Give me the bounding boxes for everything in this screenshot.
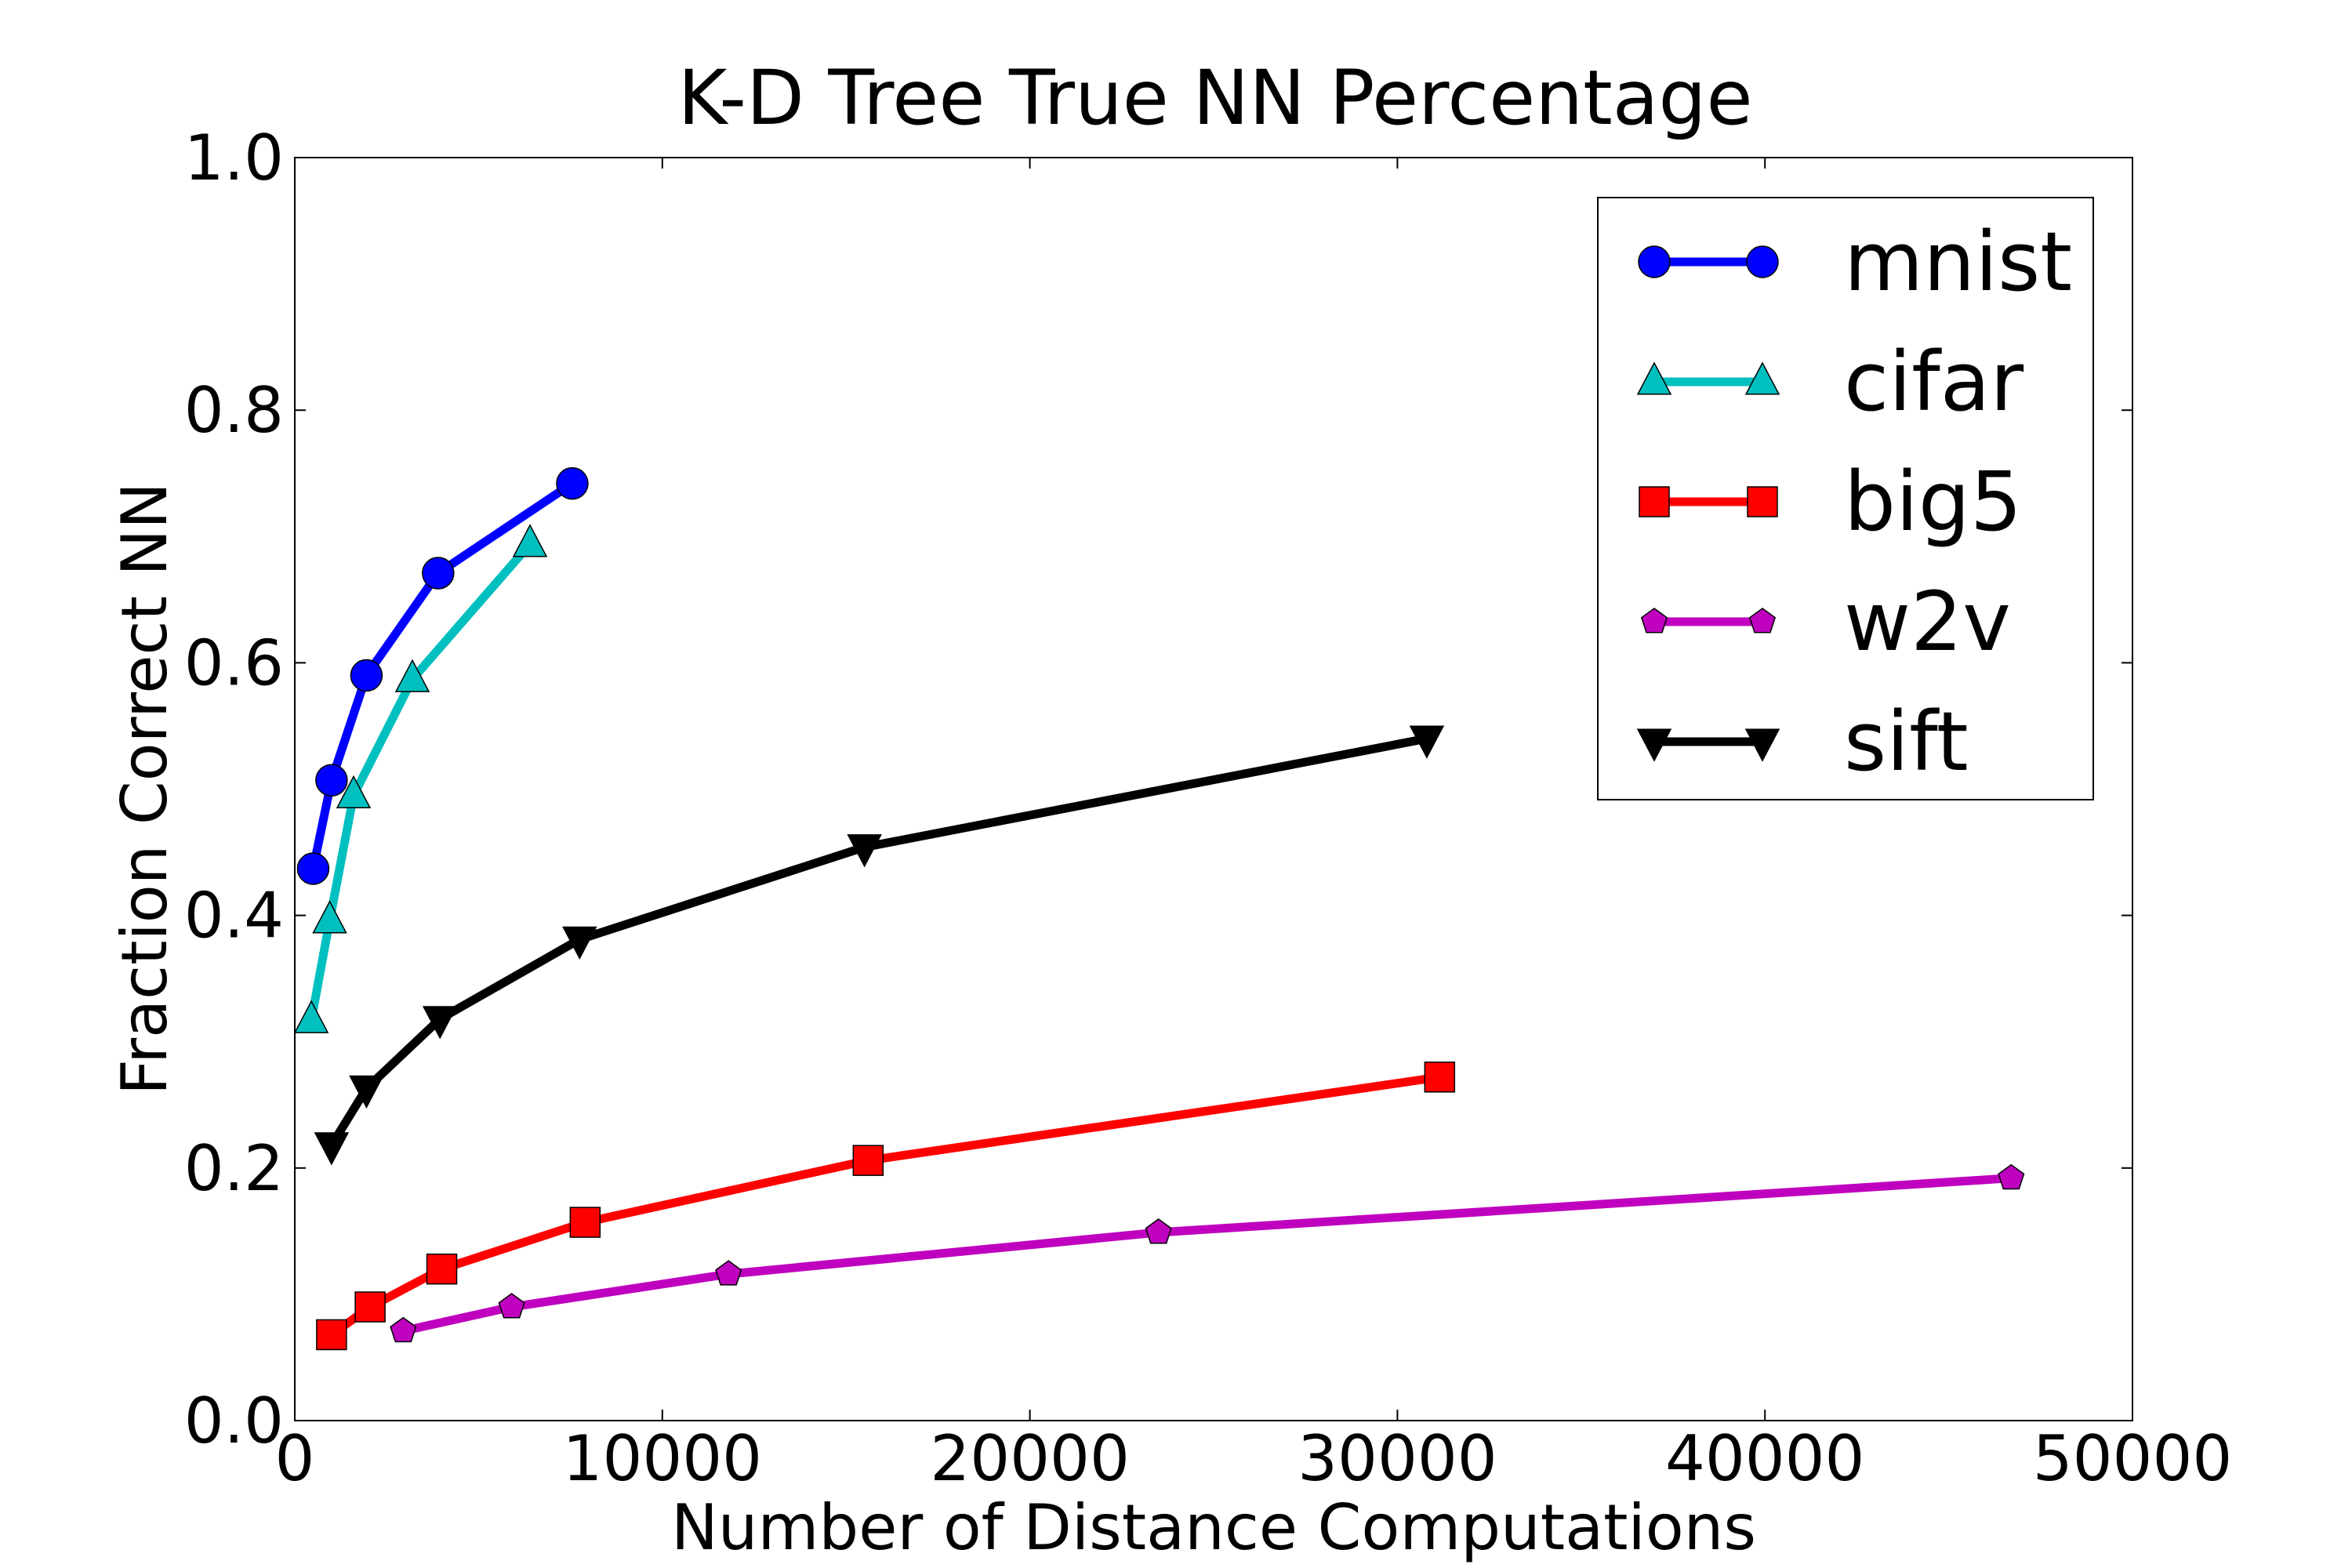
data-point-w2v-1 xyxy=(498,1293,525,1319)
data-point-cifar-0 xyxy=(293,1000,329,1033)
legend-marker-mnist xyxy=(1638,245,1671,278)
plot-frame xyxy=(294,157,2133,1421)
series-sift xyxy=(314,725,1445,1166)
data-point-w2v-4 xyxy=(1998,1163,2025,1190)
data-point-sift-0 xyxy=(314,1132,350,1166)
data-point-cifar-3 xyxy=(394,659,430,692)
legend: mnist cifar big5 w2v sift xyxy=(1597,197,2094,800)
data-point-w2v-2 xyxy=(715,1260,742,1286)
plot-area xyxy=(293,466,2025,1351)
legend-marker-cifar xyxy=(1636,361,1672,395)
legend-entry-big5: big5 xyxy=(1639,454,2022,550)
series-line-big5 xyxy=(328,1073,1441,1338)
legend-marker-sift xyxy=(1744,728,1780,762)
data-point-big5-3 xyxy=(569,1207,601,1238)
data-point-sift-1 xyxy=(349,1075,384,1109)
data-point-sift-2 xyxy=(422,1006,458,1040)
legend-marker-big5 xyxy=(1639,486,1670,517)
series-mnist xyxy=(296,466,589,885)
legend-marker-w2v xyxy=(1748,608,1777,633)
legend-label-big5: big5 xyxy=(1844,454,2022,550)
x-tick-label: 50000 xyxy=(2033,1422,2233,1495)
data-point-cifar-2 xyxy=(336,775,372,809)
data-point-big5-1 xyxy=(354,1291,386,1323)
y-axis-label: Fraction Correct NN xyxy=(108,482,181,1095)
y-tick-label: 1.0 xyxy=(184,122,284,194)
series-line-sift xyxy=(328,734,1428,1148)
legend-entry-sift: sift xyxy=(1636,694,1969,789)
y-tick-label: 0.0 xyxy=(184,1385,284,1457)
legend-label-cifar: cifar xyxy=(1844,334,2024,430)
axis-ticks: 0 10000 20000 30000 40000 50000 0.0 0.2 0.4 0.6 0.… xyxy=(184,122,2232,1495)
legend-marker-mnist xyxy=(1746,245,1779,278)
y-tick-label: 0.2 xyxy=(184,1132,284,1205)
x-tick-label: 40000 xyxy=(1665,1422,1865,1495)
data-point-sift-4 xyxy=(847,834,882,868)
data-point-big5-0 xyxy=(316,1319,347,1351)
y-tick-label: 0.8 xyxy=(184,374,284,447)
x-axis-label: Number of Distance Computations xyxy=(671,1491,1756,1564)
series-line-w2v xyxy=(402,1174,2012,1335)
x-tick-label: 10000 xyxy=(563,1422,763,1495)
legend-label-w2v: w2v xyxy=(1844,574,2011,670)
legend-label-mnist: mnist xyxy=(1844,214,2072,310)
y-tick-label: 0.6 xyxy=(184,626,284,699)
x-tick-label: 30000 xyxy=(1298,1422,1497,1495)
data-point-mnist-4 xyxy=(556,466,589,500)
x-tick-label: 0 xyxy=(275,1422,315,1495)
legend-entry-mnist: mnist xyxy=(1638,214,2072,310)
legend-marker-w2v xyxy=(1640,608,1668,633)
data-point-mnist-3 xyxy=(422,557,455,590)
series-big5 xyxy=(316,1062,1456,1351)
data-point-big5-4 xyxy=(852,1145,884,1176)
legend-marker-sift xyxy=(1636,728,1672,762)
data-point-mnist-1 xyxy=(315,764,348,797)
data-point-mnist-2 xyxy=(350,659,383,692)
data-point-mnist-0 xyxy=(296,852,330,885)
legend-marker-big5 xyxy=(1747,486,1778,517)
data-point-w2v-0 xyxy=(390,1316,417,1343)
legend-entry-w2v: w2v xyxy=(1640,574,2011,670)
series-cifar xyxy=(293,524,548,1033)
legend-marker-cifar xyxy=(1744,361,1780,395)
legend-entry-cifar: cifar xyxy=(1636,334,2024,430)
data-point-sift-5 xyxy=(1409,725,1445,759)
data-point-w2v-3 xyxy=(1145,1218,1172,1244)
data-point-cifar-4 xyxy=(512,524,548,557)
data-point-sift-3 xyxy=(562,926,597,960)
chart-title: K-D Tree True NN Percentage xyxy=(677,54,1752,142)
y-tick-label: 0.4 xyxy=(184,880,284,953)
series-w2v xyxy=(390,1163,2025,1343)
data-point-big5-2 xyxy=(426,1253,458,1285)
legend-label-sift: sift xyxy=(1844,694,1969,789)
x-tick-label: 20000 xyxy=(930,1422,1130,1495)
data-point-cifar-1 xyxy=(312,900,347,934)
data-point-big5-5 xyxy=(1424,1062,1456,1093)
